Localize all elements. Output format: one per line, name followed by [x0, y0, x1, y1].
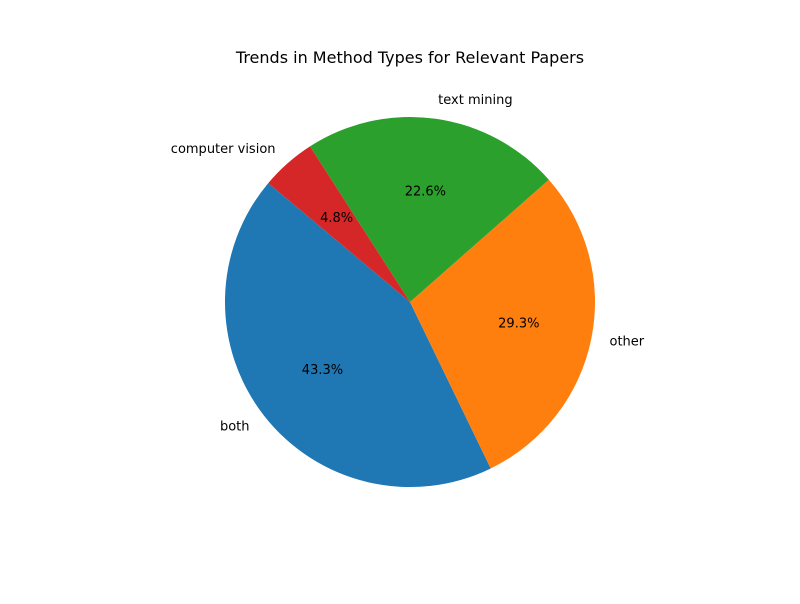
- pie-labels: both 43.3% other 29.3% text mining 22.6% compu…: [171, 93, 645, 435]
- slice-label-text-mining: text mining: [438, 93, 512, 108]
- pie-slice-other: [410, 179, 596, 469]
- pct-label-both: 43.3%: [302, 363, 343, 378]
- slice-label-computer-vision: computer vision: [171, 142, 276, 157]
- pie-slice-both: [224, 183, 491, 488]
- slice-label-other: other: [610, 335, 645, 350]
- pct-label-other: 29.3%: [498, 316, 539, 331]
- pie-slice-computer-vision: [268, 146, 410, 302]
- pct-label-text-mining: 22.6%: [405, 185, 446, 200]
- pct-label-computer-vision: 4.8%: [320, 211, 353, 226]
- slice-label-both: both: [220, 420, 250, 435]
- pie-slices: [224, 116, 596, 488]
- pie-slice-text-mining: [310, 116, 549, 302]
- chart-title: Trends in Method Types for Relevant Pape…: [235, 48, 584, 67]
